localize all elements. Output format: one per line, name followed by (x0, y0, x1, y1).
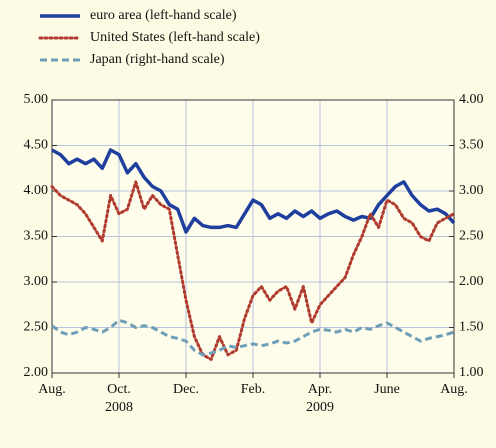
plot-frame (51, 99, 455, 374)
legend-label: United States (left-hand scale) (90, 30, 260, 45)
legend-label: Japan (right-hand scale) (90, 52, 225, 67)
y2-tick-label: 1.00 (459, 365, 484, 380)
series-line (51, 318, 455, 357)
y2-tick-label: 2.50 (459, 229, 484, 244)
series-line (51, 148, 456, 234)
x-tick-label: Feb. (241, 382, 266, 397)
x-tick-label: Aug. (440, 382, 468, 397)
y-tick-label: 4.50 (24, 138, 49, 153)
y2-tick-label: 3.50 (459, 138, 484, 153)
y-tick-label: 5.00 (24, 92, 49, 107)
year-label: 2009 (306, 400, 334, 415)
y2-tick-label: 2.00 (459, 274, 484, 289)
y-tick-label: 4.00 (24, 183, 49, 198)
x-tick-label: Apr. (308, 382, 333, 397)
x-tick-label: June (374, 382, 400, 397)
x-tick-label: Dec. (173, 382, 199, 397)
y-tick-label: 2.50 (24, 320, 49, 335)
y-tick-label: 3.00 (24, 274, 49, 289)
y-tick-label: 2.00 (24, 365, 49, 380)
y2-tick-label: 1.50 (459, 320, 484, 335)
series-line (50, 180, 456, 361)
x-tick-label: Aug. (38, 382, 66, 397)
year-label: 2008 (105, 400, 133, 415)
y2-tick-label: 3.00 (459, 183, 484, 198)
y-tick-label: 3.50 (24, 229, 49, 244)
x-tick-label: Oct. (107, 382, 131, 397)
y2-tick-label: 4.00 (459, 92, 484, 107)
legend-label: euro area (left-hand scale) (90, 8, 237, 23)
